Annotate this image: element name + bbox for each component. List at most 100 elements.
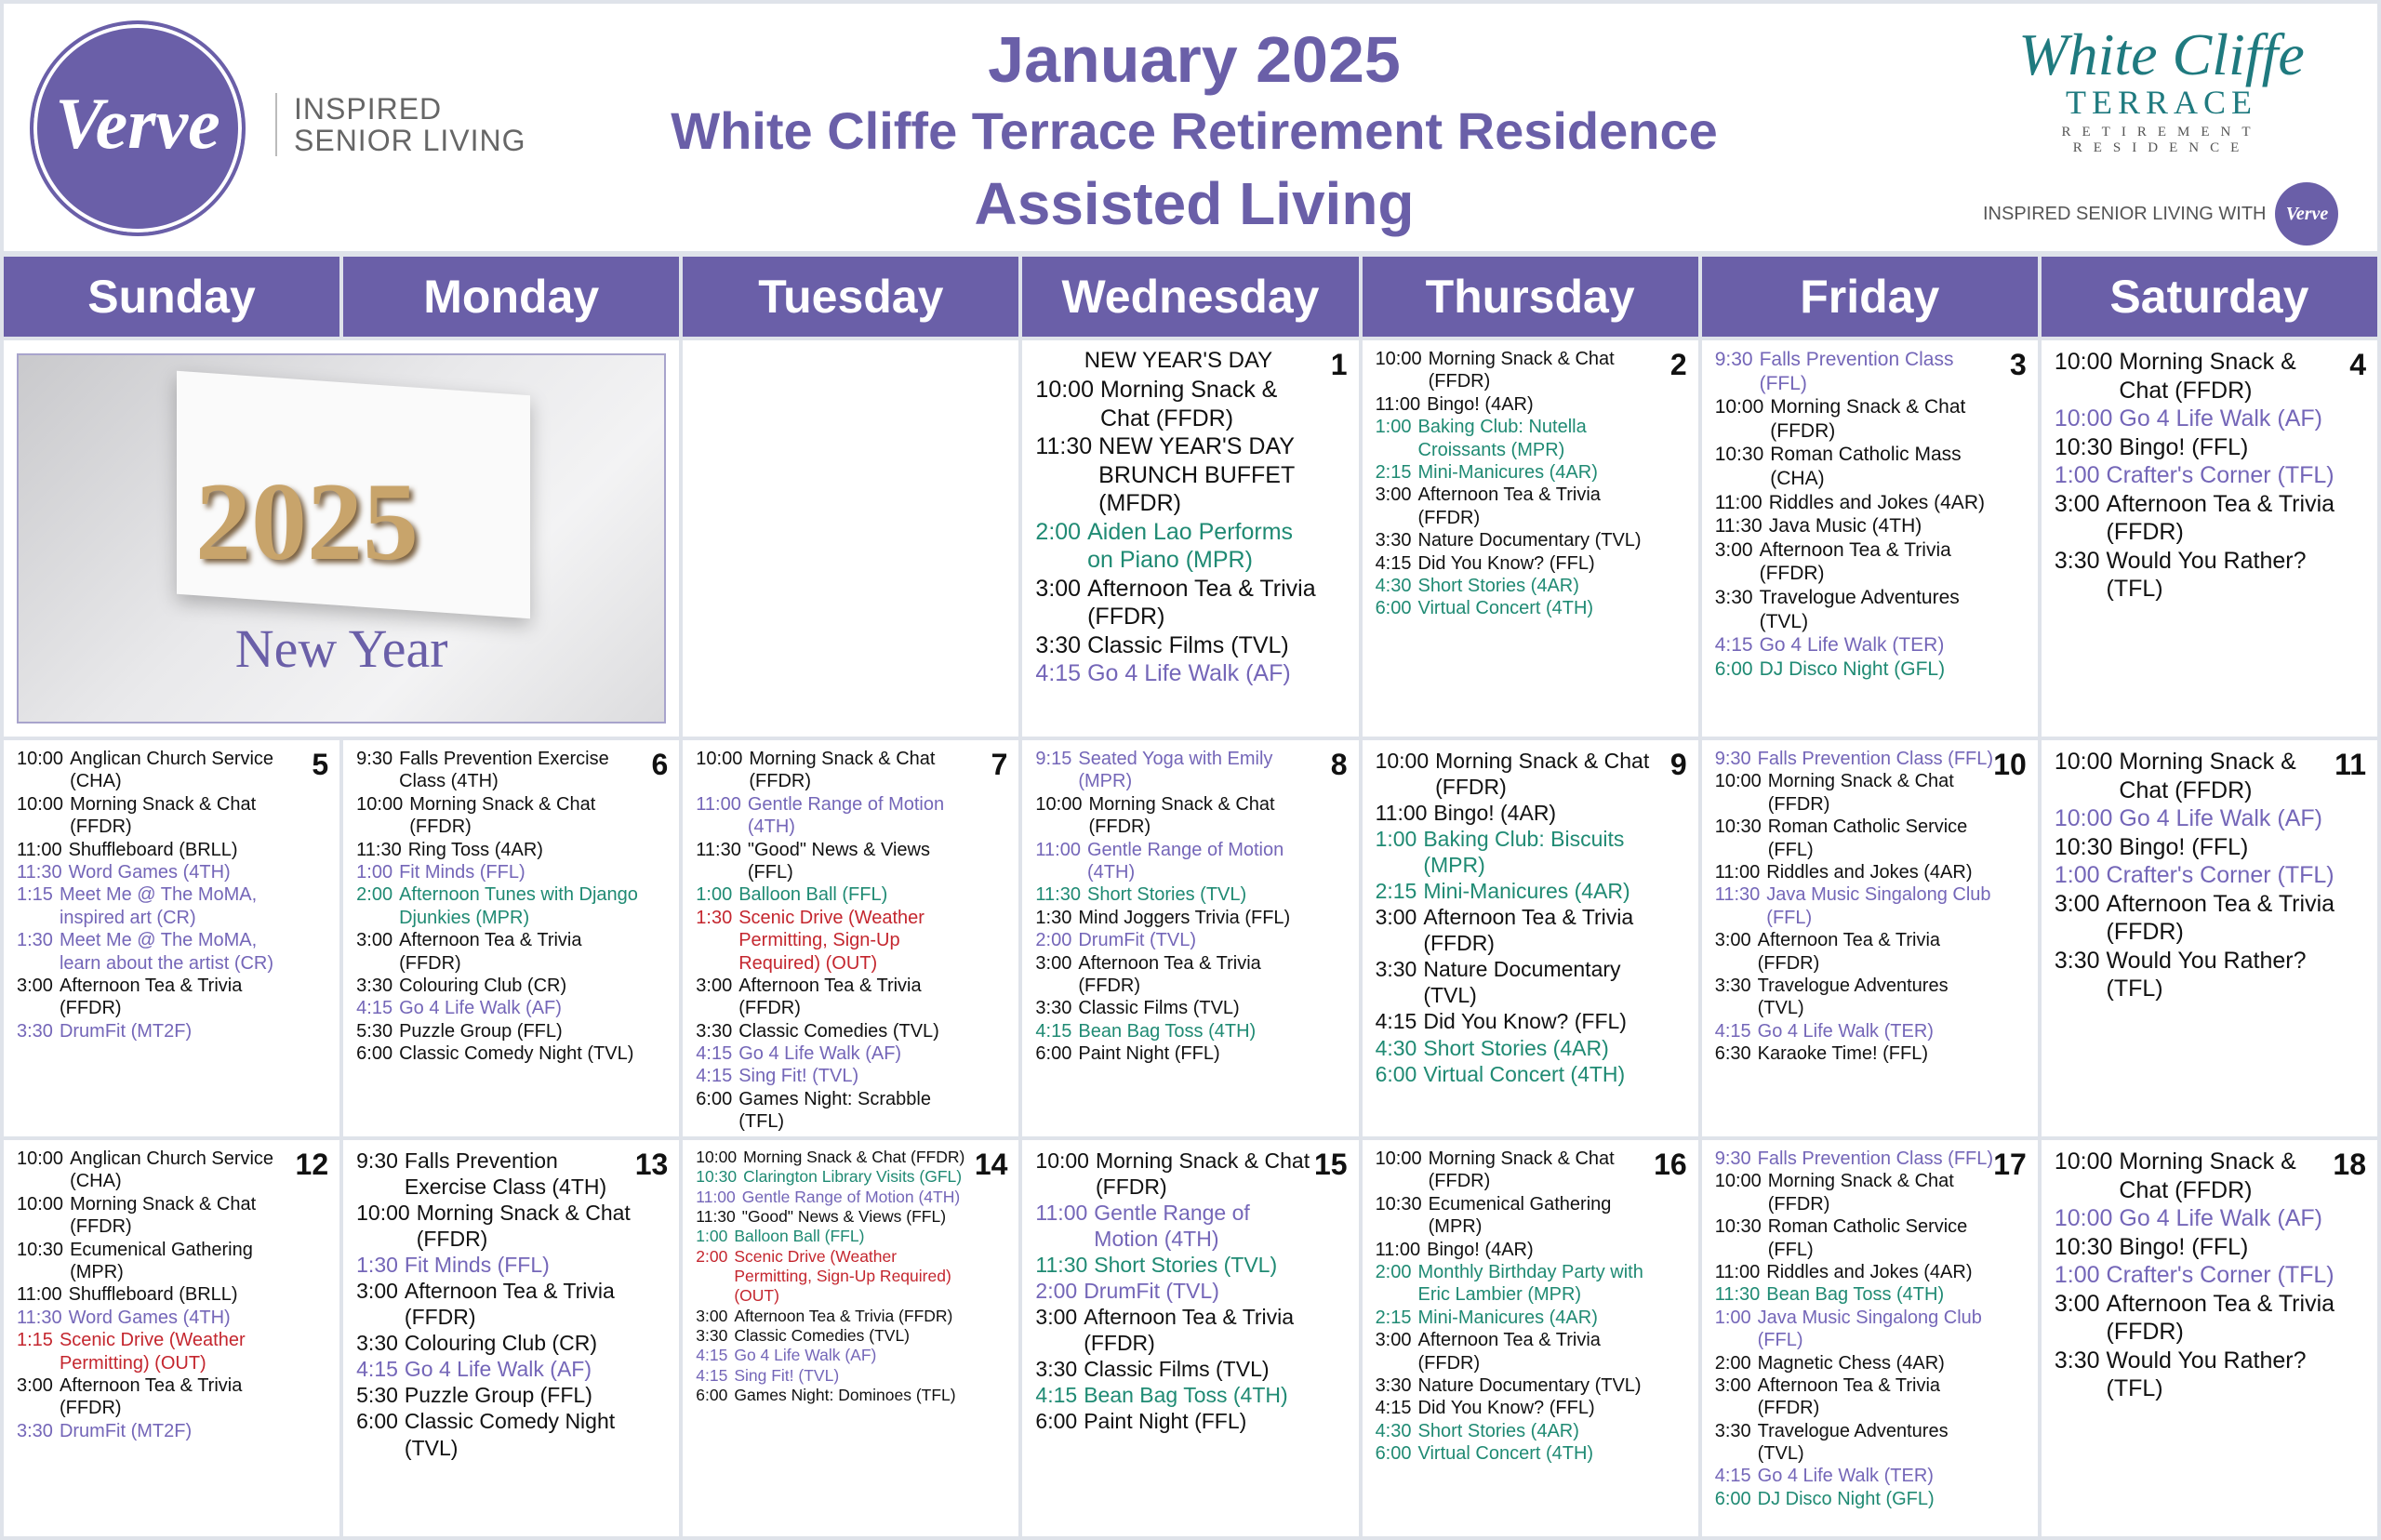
- event-title: Anglican Church Service (CHA): [70, 749, 274, 792]
- event-title: Morning Snack & Chat (FFDR): [409, 793, 596, 838]
- event-item: 10:00 Morning Snack & Chat (FFDR): [356, 793, 670, 839]
- event-title: Mini-Manicures (4AR): [1423, 879, 1630, 904]
- event-time: 3:30: [2054, 947, 2100, 974]
- event-item: 1:30 Scenic Drive (Weather Permitting, Si…: [696, 907, 1009, 975]
- event-item: 4:15 Bean Bag Toss (4TH): [1035, 1020, 1349, 1042]
- event-title: Shuffleboard (BRLL): [68, 1284, 238, 1306]
- event-time: 5:30: [356, 1020, 393, 1042]
- event-title: "Good" News & Views (FFL): [747, 839, 930, 883]
- weekday-wednesday: Wednesday: [1022, 257, 1359, 337]
- event-title: DrumFit (MT2F): [59, 1420, 193, 1441]
- event-title: Gentle Range of Motion (4TH): [1087, 839, 1284, 883]
- event-item: 2:00 Afternoon Tunes with Django Djunkies…: [356, 883, 670, 929]
- event-item: 10:30 Bingo! (FFL): [2055, 833, 2368, 862]
- event-title: Virtual Concert (4TH): [1423, 1061, 1626, 1086]
- event-item: 6:00 Virtual Concert (4TH): [1376, 1442, 1689, 1465]
- event-item: 3:30 Would You Rather? (TFL): [2055, 1347, 2368, 1403]
- event-title: "Good" News & Views (FFL): [741, 1207, 947, 1227]
- new-year-caption: New Year: [234, 618, 448, 679]
- event-title: Karaoke Time! (FFL): [1757, 1043, 1929, 1065]
- event-item: 11:30 Bean Bag Toss (4TH): [1715, 1283, 2029, 1306]
- event-title: Puzzle Group (FFL): [399, 1020, 563, 1042]
- day-cell-12: 12 10:00 Anglican Church Service (CHA) 10:0…: [4, 1140, 340, 1536]
- event-time: 6:00: [1035, 1043, 1072, 1065]
- event-time: 2:00: [1035, 1279, 1078, 1304]
- event-item: 10:30 Bingo! (FFL): [2055, 1233, 2368, 1262]
- event-title: Afternoon Tea & Trivia (FFDR): [1757, 930, 1941, 974]
- event-title: Fit Minds (FFL): [399, 861, 525, 883]
- event-title: Nature Documentary (TVL): [1417, 530, 1642, 551]
- day-cell-15: 15 10:00 Morning Snack & Chat (FFDR) 11:00 G…: [1022, 1140, 1359, 1536]
- event-item: 10:30 Roman Catholic Service (FFL): [1715, 1215, 2029, 1261]
- page-title: January 2025: [988, 23, 1401, 96]
- event-item: 4:30 Short Stories (4AR): [1376, 1420, 1689, 1442]
- residence-name: White Cliffe Terrace Retirement Residenc…: [671, 101, 1718, 160]
- event-time: 10:00: [1714, 771, 1762, 792]
- event-title: Morning Snack & Chat (FFDR): [70, 793, 257, 838]
- event-title: Morning Snack & Chat (FFDR): [1435, 749, 1650, 800]
- event-time: 3:30: [2054, 547, 2100, 574]
- event-title: Falls Prevention Class (FFL): [1757, 1148, 1994, 1169]
- event-title: Go 4 Life Walk (TER): [1759, 634, 1945, 657]
- event-time: 3:30: [1375, 957, 1417, 982]
- event-title: Mind Joggers Trivia (FFL): [1078, 907, 1291, 928]
- event-title: Ring Toss (4AR): [407, 839, 543, 860]
- event-item: 6:00 Virtual Concert (4TH): [1376, 597, 1689, 619]
- event-time: 1:15: [17, 1330, 53, 1351]
- event-time: 1:30: [696, 907, 733, 928]
- verve-logo: Verve: [30, 20, 246, 236]
- event-time: 10:00: [17, 1193, 64, 1215]
- date-number: 2: [1669, 348, 1687, 381]
- event-time: 10:00: [696, 1148, 738, 1166]
- event-time: 10:30: [2054, 833, 2113, 860]
- date-number: 14: [974, 1148, 1008, 1181]
- event-item: 10:00 Morning Snack & Chat (FFDR): [1035, 793, 1349, 839]
- event-title: Morning Snack & Chat (FFDR): [1428, 1148, 1615, 1192]
- event-title: Sing Fit! (TVL): [734, 1365, 840, 1385]
- event-time: 3:00: [1714, 538, 1753, 561]
- event-item: 11:00 Bingo! (4AR): [1376, 393, 1689, 416]
- event-time: 10:00: [1035, 793, 1083, 815]
- event-time: 11:00: [1375, 393, 1421, 415]
- event-item: 3:00 Afternoon Tea & Trivia (FFDR): [1035, 575, 1349, 631]
- event-time: 4:15: [1714, 1020, 1751, 1042]
- event-title: DrumFit (TVL): [1084, 1279, 1219, 1304]
- event-title: Crafter's Corner (TFL): [2106, 1262, 2334, 1288]
- event-item: 3:30 Classic Films (TVL): [1035, 631, 1349, 660]
- event-item: 6:00 Virtual Concert (4TH): [1376, 1061, 1689, 1087]
- event-time: 4:15: [1714, 634, 1753, 657]
- event-time: 4:15: [696, 1346, 728, 1365]
- white-cliffe-logo: White Cliffe TERRACE RETIREMENT RESIDENC…: [1966, 24, 2357, 156]
- event-title: Would You Rather? (TFL): [2106, 947, 2307, 1002]
- event-item: 10:00 Morning Snack & Chat (FFDR): [17, 1193, 330, 1239]
- event-item: 9:30 Falls Prevention Class (FFL): [1715, 1148, 2029, 1170]
- event-time: 2:00: [356, 884, 393, 906]
- event-time: 4:15: [1375, 1398, 1412, 1419]
- event-time: 3:00: [2054, 1290, 2100, 1317]
- event-item: 10:00 Morning Snack & Chat (FFDR): [696, 1148, 1009, 1167]
- event-item: 4:15 Go 4 Life Walk (AF): [356, 997, 670, 1019]
- event-title: Falls Prevention Exercise Class (4TH): [404, 1148, 607, 1200]
- event-time: 10:00: [2054, 749, 2113, 775]
- event-time: 6:00: [1375, 598, 1412, 619]
- event-item: 5:30 Puzzle Group (FFL): [356, 1382, 670, 1408]
- event-item: 3:00 Afternoon Tea & Trivia (FFDR): [2055, 490, 2368, 547]
- event-item: 4:15 Go 4 Life Walk (TER): [1715, 1465, 2029, 1487]
- event-time: 1:00: [696, 1227, 728, 1246]
- event-title: Word Games (4TH): [68, 1307, 231, 1328]
- event-title: Short Stories (TVL): [1094, 1253, 1278, 1278]
- event-time: 3:00: [1375, 1330, 1412, 1351]
- event-title: Afternoon Tea & Trivia (FFDR): [2106, 1290, 2335, 1346]
- event-title: Morning Snack & Chat (FFDR): [70, 1193, 257, 1238]
- event-title: Anglican Church Service (CHA): [70, 1148, 274, 1192]
- event-title: Ecumenical Gathering (MPR): [70, 1239, 253, 1282]
- event-time: 3:00: [2054, 490, 2100, 517]
- event-title: Bean Bag Toss (4TH): [1766, 1284, 1945, 1306]
- event-time: 11:30: [1714, 884, 1761, 906]
- date-number: 10: [1993, 748, 2027, 781]
- event-item: 1:30 Mind Joggers Trivia (FFL): [1035, 907, 1349, 929]
- event-title: DJ Disco Night (GFL): [1759, 657, 1946, 680]
- event-time: 11:00: [17, 839, 62, 860]
- event-item: 10:00 Morning Snack & Chat (FFDR): [356, 1200, 670, 1252]
- event-time: 10:30: [17, 1239, 64, 1260]
